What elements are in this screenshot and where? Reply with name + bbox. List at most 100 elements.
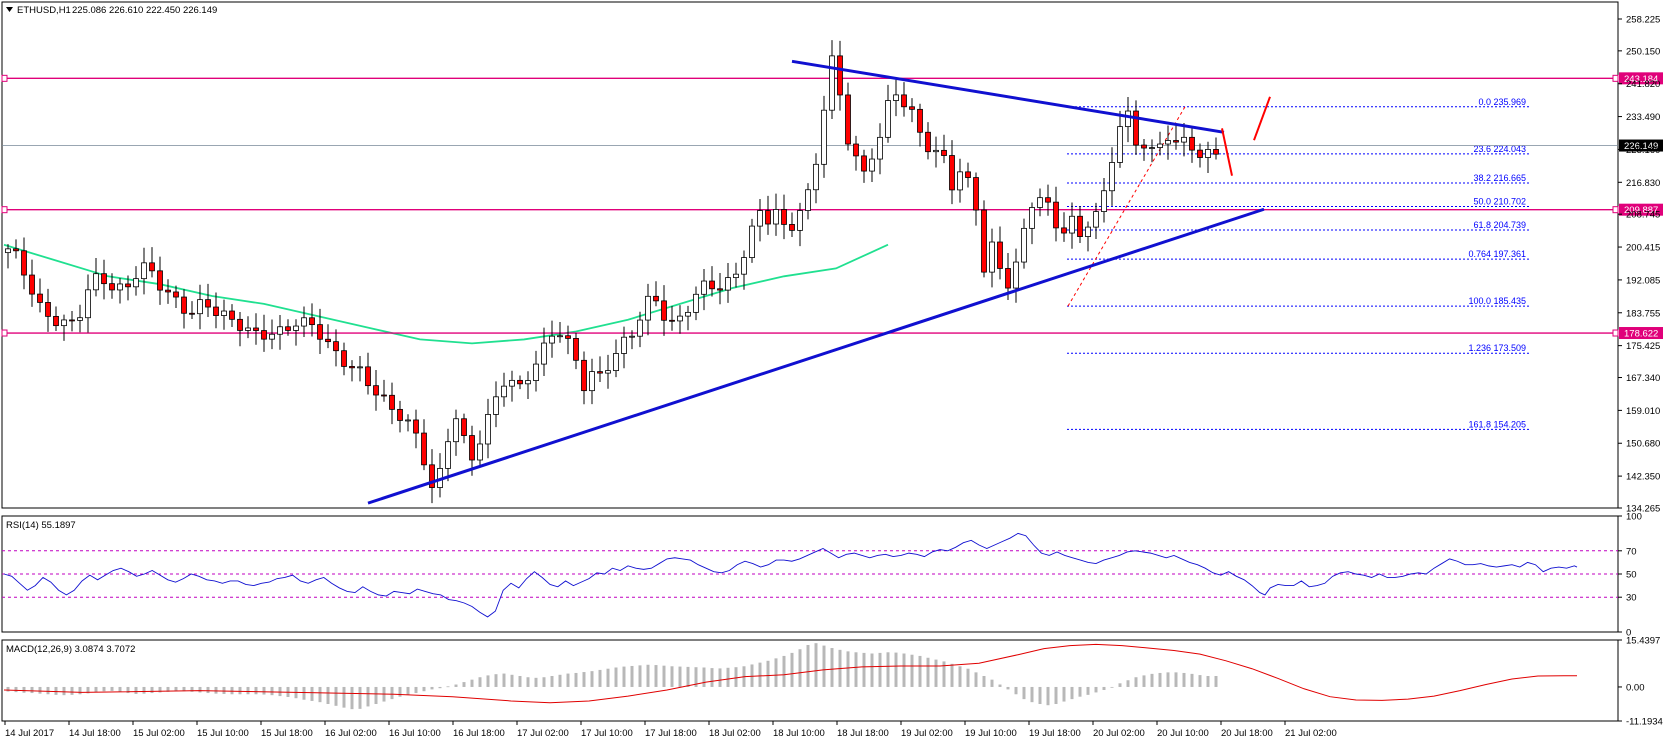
fib-swing-line xyxy=(1067,106,1186,307)
candle-bear xyxy=(1133,110,1139,146)
main-panel-frame xyxy=(1,1,1619,509)
price-tick-label: 233.490 xyxy=(1626,112,1660,123)
candle-bull xyxy=(141,262,147,280)
macd-histogram-bar xyxy=(166,686,170,692)
price-tick-label: 216.830 xyxy=(1626,178,1660,189)
rsi-title: RSI(14) 55.1897 xyxy=(6,520,76,531)
candle-bull xyxy=(741,257,747,275)
macd-histogram-bar xyxy=(446,686,450,688)
price-tick-label: 200.415 xyxy=(1626,243,1660,254)
price-tick-label: 183.755 xyxy=(1626,308,1660,319)
candle-bear xyxy=(781,209,787,225)
macd-histogram-bar xyxy=(462,682,466,687)
candle-bull xyxy=(1205,149,1211,158)
macd-histogram-bar xyxy=(710,668,714,687)
candle-bear xyxy=(421,432,427,466)
macd-histogram-bar xyxy=(350,686,354,710)
candle-bull xyxy=(885,100,891,138)
macd-title: MACD(12,26,9) 3.0874 3.7072 xyxy=(6,644,135,655)
candle-bull xyxy=(493,396,499,415)
macd-histogram-bar xyxy=(478,677,482,687)
macd-histogram-bar xyxy=(718,668,722,687)
candle-bear xyxy=(333,341,339,352)
candle-bear xyxy=(29,274,35,295)
macd-histogram-bar xyxy=(278,686,282,697)
macd-histogram-bar xyxy=(1062,686,1066,702)
candle-bear xyxy=(429,464,435,488)
macd-histogram-bar xyxy=(510,674,514,687)
macd-histogram-bar xyxy=(894,652,898,687)
candle-bull xyxy=(1165,140,1171,145)
candle-bear xyxy=(261,330,267,340)
candle-bull xyxy=(533,363,539,381)
macd-histogram-bar xyxy=(942,661,946,687)
macd-histogram-bar xyxy=(326,686,330,704)
candle-bull xyxy=(301,317,307,327)
macd-histogram-bar xyxy=(846,651,850,687)
dropdown-triangle-icon[interactable] xyxy=(6,7,13,12)
candle-bear xyxy=(517,379,523,385)
macd-histogram-bar xyxy=(990,679,994,687)
candle-bull xyxy=(357,366,363,369)
macd-histogram-bar xyxy=(486,675,490,687)
level-price-badge xyxy=(1619,72,1663,85)
candle-bull xyxy=(701,280,707,295)
candle-bear xyxy=(181,296,187,314)
candle-bull xyxy=(677,315,683,322)
macd-histogram-bar xyxy=(630,665,634,687)
macd-histogram-bar xyxy=(454,684,458,687)
candle-bull xyxy=(133,278,139,288)
macd-histogram-bar xyxy=(1166,672,1170,687)
macd-histogram-bar xyxy=(574,672,578,687)
macd-histogram-bar xyxy=(798,649,802,687)
macd-histogram-bar xyxy=(46,686,50,695)
candle-bear xyxy=(949,155,955,191)
candle-bear xyxy=(837,55,843,96)
candle-bear xyxy=(37,293,43,303)
candle-bull xyxy=(757,210,763,227)
candle-bull xyxy=(61,319,67,327)
candle-bear xyxy=(997,241,1003,269)
candle-bear xyxy=(461,418,467,436)
candle-bear xyxy=(965,171,971,178)
macd-histogram-bar xyxy=(1110,686,1114,688)
candle-bull xyxy=(525,380,531,385)
macd-histogram-bar xyxy=(134,686,138,694)
time-tick-label: 18 Jul 18:00 xyxy=(837,728,889,739)
price-tick-label: 241.820 xyxy=(1626,79,1660,90)
candle-bear xyxy=(565,335,571,339)
candle-bear xyxy=(853,143,859,157)
candle-bear xyxy=(341,350,347,367)
macd-histogram-bar xyxy=(1070,686,1074,700)
ohlc-values: 225.086 226.610 222.450 226.149 xyxy=(72,5,217,16)
macd-histogram-bar xyxy=(118,686,122,692)
candle-bull xyxy=(405,419,411,422)
candle-bull xyxy=(621,336,627,354)
candle-bear xyxy=(237,318,243,331)
macd-histogram-bar xyxy=(774,658,778,687)
fib-level-label: 50.0 210.702 xyxy=(1473,196,1526,206)
macd-histogram-bar xyxy=(854,652,858,687)
macd-histogram-bar xyxy=(558,674,562,687)
candle-bull xyxy=(93,273,99,291)
macd-histogram-bar xyxy=(974,672,978,687)
level-price-badge xyxy=(1619,203,1663,216)
up-move-marker xyxy=(1253,96,1271,141)
macd-histogram-bar xyxy=(606,668,610,687)
price-tick-label: 142.350 xyxy=(1626,472,1660,483)
candle-bear xyxy=(1197,149,1203,158)
candle-bear xyxy=(413,419,419,434)
candle-bear xyxy=(981,209,987,273)
candle-bear xyxy=(253,327,259,331)
macd-panel-frame xyxy=(1,639,1619,722)
time-tick-label: 17 Jul 18:00 xyxy=(645,728,697,739)
macd-histogram-bar xyxy=(62,686,66,696)
macd-histogram-bar xyxy=(110,686,114,691)
macd-histogram-bar xyxy=(94,686,98,693)
candle-bull xyxy=(5,248,11,254)
macd-histogram-bar xyxy=(646,664,650,687)
candle-bear xyxy=(653,295,659,302)
macd-histogram-bar xyxy=(1214,676,1218,687)
macd-histogram-bar xyxy=(1134,677,1138,687)
macd-histogram-bar xyxy=(302,686,306,700)
